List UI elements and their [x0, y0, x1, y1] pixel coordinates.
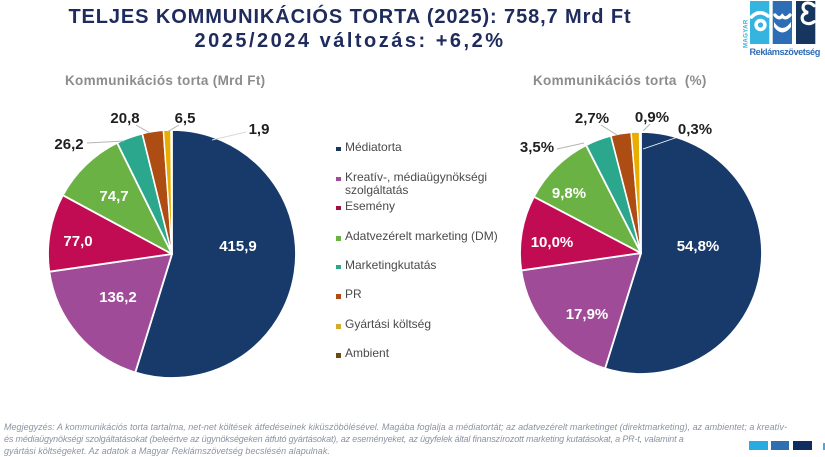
svg-text:54,8%: 54,8% — [677, 238, 720, 255]
svg-text:Reklámszövetség: Reklámszövetség — [750, 47, 820, 57]
svg-text:MAGYAR: MAGYAR — [743, 19, 750, 48]
svg-text:77,0: 77,0 — [63, 233, 92, 250]
svg-text:2,7%: 2,7% — [575, 110, 609, 127]
svg-text:6,5: 6,5 — [175, 110, 196, 127]
svg-text:74,7: 74,7 — [99, 188, 128, 205]
svg-text:10,0%: 10,0% — [531, 234, 574, 251]
svg-text:20,8: 20,8 — [110, 110, 139, 127]
svg-text:9,8%: 9,8% — [552, 185, 586, 202]
svg-text:17,9%: 17,9% — [566, 306, 609, 323]
svg-text:136,2: 136,2 — [99, 289, 137, 306]
svg-text:3,5%: 3,5% — [520, 139, 554, 156]
svg-text:415,9: 415,9 — [219, 238, 257, 255]
svg-text:1,9: 1,9 — [249, 121, 270, 138]
svg-text:26,2: 26,2 — [54, 136, 83, 153]
svg-text:0,3%: 0,3% — [678, 121, 712, 138]
svg-text:0,9%: 0,9% — [635, 109, 669, 126]
